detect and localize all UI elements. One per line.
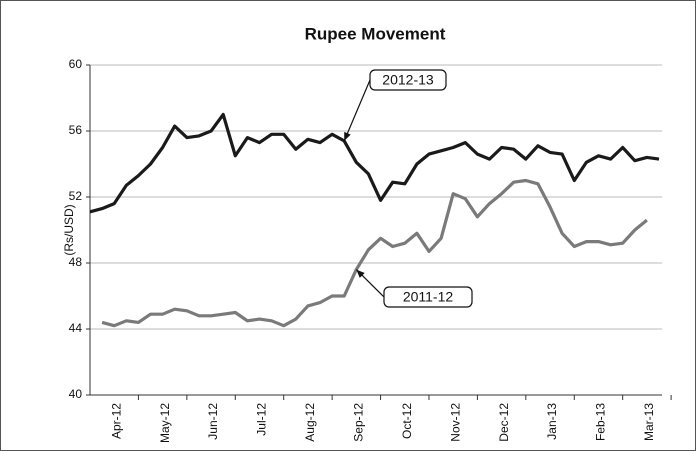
x-tick-label: Mar-13 xyxy=(642,403,656,441)
callout-arrow xyxy=(343,79,371,142)
y-tick-label: 56 xyxy=(69,123,83,137)
x-tick-label: Jul-12 xyxy=(255,403,269,436)
callout-arrowhead xyxy=(356,269,365,278)
y-tick-label: 40 xyxy=(69,387,83,401)
y-axis-label: (Rs/USD) xyxy=(62,204,76,255)
callout-box xyxy=(383,286,473,308)
x-tick-label: Feb-13 xyxy=(594,403,608,441)
callout-arrowhead xyxy=(344,131,351,141)
series-label: 2011-12 xyxy=(403,289,454,305)
x-tick-label: May-12 xyxy=(158,403,172,443)
x-tick-label: Aug-12 xyxy=(303,403,317,442)
x-tick-label: Jun-12 xyxy=(206,403,220,440)
x-tick-label: Sep-12 xyxy=(352,403,366,442)
x-tick-label: Oct-12 xyxy=(400,403,414,439)
x-tick-label: Apr-12 xyxy=(109,403,123,439)
y-tick-label: 44 xyxy=(69,321,83,335)
series-line xyxy=(89,112,660,214)
x-tick-label: Nov-12 xyxy=(448,403,462,442)
x-tick-label: Jan-13 xyxy=(545,403,559,440)
chart-title: Rupee Movement xyxy=(305,24,446,43)
x-tick-label: Dec-12 xyxy=(497,403,511,442)
y-tick-label: 48 xyxy=(69,255,83,269)
series-line xyxy=(101,178,648,328)
series-label: 2012-13 xyxy=(382,72,434,88)
callout-box xyxy=(369,69,447,91)
y-tick-label: 60 xyxy=(69,57,83,71)
y-tick-label: 52 xyxy=(69,189,83,203)
